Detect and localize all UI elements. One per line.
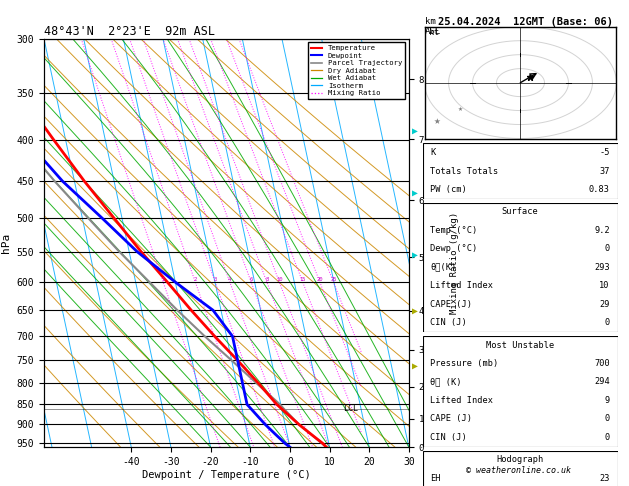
Text: CAPE (J): CAPE (J) [430, 300, 472, 309]
Text: 4: 4 [228, 277, 231, 282]
Text: Mixing Ratio (g/kg): Mixing Ratio (g/kg) [450, 212, 459, 314]
Text: CIN (J): CIN (J) [430, 433, 467, 442]
Text: Lifted Index: Lifted Index [430, 396, 494, 405]
Text: 0.83: 0.83 [589, 185, 610, 194]
Text: 37: 37 [599, 167, 610, 175]
Text: Surface: Surface [502, 208, 538, 216]
Text: 23: 23 [599, 474, 610, 483]
Text: ▶: ▶ [412, 360, 418, 370]
Legend: Temperature, Dewpoint, Parcel Trajectory, Dry Adiabat, Wet Adiabat, Isotherm, Mi: Temperature, Dewpoint, Parcel Trajectory… [308, 42, 405, 99]
Text: 293: 293 [594, 263, 610, 272]
Text: 0: 0 [604, 415, 610, 423]
Text: 6: 6 [250, 277, 253, 282]
Text: EH: EH [430, 474, 441, 483]
X-axis label: Dewpoint / Temperature (°C): Dewpoint / Temperature (°C) [142, 469, 311, 480]
Text: θᴇ (K): θᴇ (K) [430, 378, 462, 386]
Text: ▶: ▶ [412, 126, 418, 136]
Text: 9.2: 9.2 [594, 226, 610, 235]
Text: 48°43'N  2°23'E  92m ASL: 48°43'N 2°23'E 92m ASL [44, 25, 215, 38]
Text: CIN (J): CIN (J) [430, 318, 467, 327]
Text: ★: ★ [458, 104, 463, 113]
Text: ▶: ▶ [412, 188, 418, 198]
Text: K: K [430, 148, 436, 157]
Text: 10: 10 [599, 281, 610, 290]
Text: -5: -5 [599, 148, 610, 157]
Text: Hodograph: Hodograph [496, 455, 544, 464]
Text: 25: 25 [330, 277, 337, 282]
Text: 3: 3 [214, 277, 217, 282]
Text: 20: 20 [316, 277, 323, 282]
Text: © weatheronline.co.uk: © weatheronline.co.uk [467, 466, 571, 475]
Text: kt: kt [430, 28, 440, 37]
Text: 9: 9 [604, 396, 610, 405]
Text: PW (cm): PW (cm) [430, 185, 467, 194]
Text: Dewp (°C): Dewp (°C) [430, 244, 478, 253]
Text: Totals Totals: Totals Totals [430, 167, 499, 175]
Text: 294: 294 [594, 378, 610, 386]
Text: Temp (°C): Temp (°C) [430, 226, 478, 235]
Text: 29: 29 [599, 300, 610, 309]
Text: Most Unstable: Most Unstable [486, 341, 554, 349]
Text: 0: 0 [604, 244, 610, 253]
Text: CAPE (J): CAPE (J) [430, 415, 472, 423]
Text: Pressure (mb): Pressure (mb) [430, 359, 499, 368]
Text: θᴇ(K): θᴇ(K) [430, 263, 457, 272]
Text: 25.04.2024  12GMT (Base: 06): 25.04.2024 12GMT (Base: 06) [438, 17, 613, 27]
Text: Lifted Index: Lifted Index [430, 281, 494, 290]
Text: LCL: LCL [343, 404, 358, 413]
Text: 700: 700 [594, 359, 610, 368]
Text: ▶: ▶ [412, 250, 418, 260]
Text: 8: 8 [265, 277, 269, 282]
Text: 0: 0 [604, 433, 610, 442]
Y-axis label: hPa: hPa [1, 233, 11, 253]
Text: 0: 0 [604, 318, 610, 327]
Text: 15: 15 [299, 277, 306, 282]
Text: 10: 10 [276, 277, 282, 282]
Text: 1: 1 [162, 277, 165, 282]
Text: ▶: ▶ [412, 305, 418, 315]
Text: 2: 2 [194, 277, 197, 282]
Text: km
ASL: km ASL [425, 17, 441, 36]
Text: ★: ★ [434, 117, 441, 126]
